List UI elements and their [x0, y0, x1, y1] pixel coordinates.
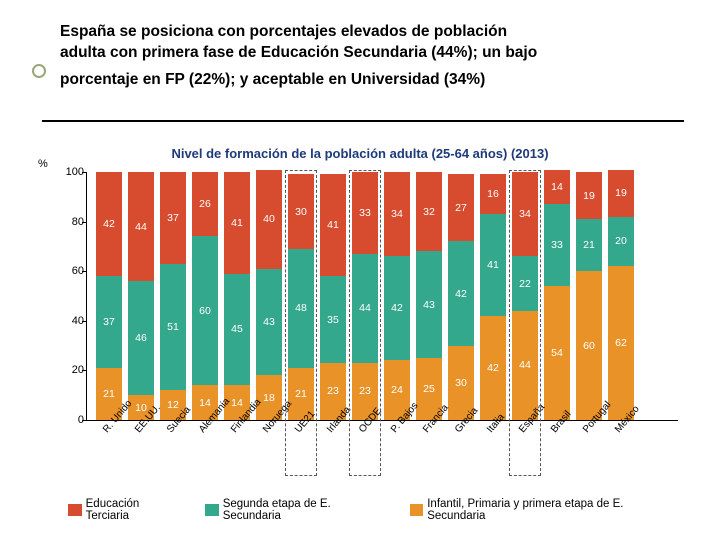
bar-seg-secundaria: 42: [384, 256, 410, 360]
y-tick-mark: [82, 321, 86, 322]
swatch-secundaria: [205, 504, 219, 516]
bar-column: 413523: [320, 174, 346, 420]
y-tick-label: 80: [60, 216, 84, 228]
bar-seg-secundaria: 21: [576, 219, 602, 271]
bar-seg-secundaria: 41: [480, 214, 506, 316]
bar-seg-secundaria: 48: [288, 249, 314, 368]
bar-seg-terciaria: 30: [288, 174, 314, 248]
bar-seg-terciaria: 41: [224, 172, 250, 274]
chart-title: Nivel de formación de la población adult…: [0, 146, 720, 161]
y-tick-mark: [82, 271, 86, 272]
y-tick-mark: [82, 172, 86, 173]
legend-terciaria: Educación Terciaria: [68, 498, 183, 522]
bar-seg-secundaria: 22: [512, 256, 538, 311]
legend-label-primaria: Infantil, Primaria y primera etapa de E.…: [427, 498, 678, 522]
bar-seg-primaria: 44: [512, 311, 538, 420]
title-line-2: adulta con primera fase de Educación Sec…: [60, 44, 537, 61]
bar-seg-secundaria: 60: [192, 236, 218, 385]
y-unit-label: %: [38, 158, 48, 170]
bar-column: 324325: [416, 172, 442, 420]
legend: Educación Terciaria Segunda etapa de E. …: [68, 498, 678, 522]
bar-seg-secundaria: 35: [320, 276, 346, 363]
legend-secundaria: Segunda etapa de E. Secundaria: [205, 498, 388, 522]
bar-seg-terciaria: 34: [512, 172, 538, 256]
bar-seg-terciaria: 27: [448, 174, 474, 241]
bar-column: 404318: [256, 170, 282, 420]
bar-seg-terciaria: 42: [96, 172, 122, 276]
bar-seg-secundaria: 43: [416, 251, 442, 358]
bar-column: 334423: [352, 172, 378, 420]
swatch-primaria: [410, 504, 424, 516]
bar-seg-terciaria: 14: [544, 170, 570, 205]
bar-seg-secundaria: 20: [608, 217, 634, 267]
bar-seg-secundaria: 43: [256, 269, 282, 376]
bar-seg-primaria: 60: [576, 271, 602, 420]
bar-seg-terciaria: 41: [320, 174, 346, 276]
bar-column: 414514: [224, 172, 250, 420]
bar-column: 164142: [480, 174, 506, 420]
bar-column: 192062: [608, 170, 634, 420]
stacked-bar-chart: 020406080100 423721444610375112266014414…: [58, 172, 678, 432]
bar-seg-secundaria: 51: [160, 264, 186, 390]
y-tick-label: 0: [60, 414, 84, 426]
y-tick-label: 20: [60, 364, 84, 376]
bar-seg-terciaria: 32: [416, 172, 442, 251]
bar-seg-terciaria: 16: [480, 174, 506, 214]
bar-seg-primaria: 54: [544, 286, 570, 420]
bar-seg-primaria: 62: [608, 266, 634, 420]
bar-seg-terciaria: 26: [192, 172, 218, 236]
y-axis: [86, 172, 87, 420]
legend-label-secundaria: Segunda etapa de E. Secundaria: [223, 498, 388, 522]
bar-column: 266014: [192, 172, 218, 420]
title-line-1: España se posiciona con porcentajes elev…: [60, 23, 507, 40]
bar-seg-secundaria: 37: [96, 276, 122, 368]
bar-column: 375112: [160, 172, 186, 420]
title-line-3: porcentaje en FP (22%); y aceptable en U…: [60, 70, 660, 91]
bullet-icon: [32, 64, 46, 78]
bar-seg-primaria: 42: [480, 316, 506, 420]
bar-seg-terciaria: 34: [384, 172, 410, 256]
swatch-terciaria: [68, 504, 82, 516]
y-tick-label: 60: [60, 265, 84, 277]
bar-column: 274230: [448, 174, 474, 420]
bar-seg-secundaria: 33: [544, 204, 570, 286]
y-tick-mark: [82, 222, 86, 223]
bar-column: 143354: [544, 170, 570, 420]
bar-column: 342244: [512, 172, 538, 420]
divider: [42, 120, 684, 122]
bar-column: 192160: [576, 172, 602, 420]
bar-column: 344224: [384, 172, 410, 420]
bar-seg-terciaria: 19: [576, 172, 602, 219]
y-tick-mark: [82, 370, 86, 371]
bar-column: 444610: [128, 172, 154, 420]
bars-container: 4237214446103751122660144145144043183048…: [88, 172, 678, 420]
bar-seg-terciaria: 33: [352, 172, 378, 254]
legend-primaria: Infantil, Primaria y primera etapa de E.…: [410, 498, 678, 522]
bar-column: 304821: [288, 174, 314, 420]
bar-seg-terciaria: 37: [160, 172, 186, 264]
bar-column: 423721: [96, 172, 122, 420]
bar-seg-terciaria: 44: [128, 172, 154, 281]
y-tick-mark: [82, 420, 86, 421]
bar-seg-secundaria: 46: [128, 281, 154, 395]
bar-seg-terciaria: 19: [608, 170, 634, 217]
bar-seg-secundaria: 42: [448, 241, 474, 345]
bar-seg-secundaria: 44: [352, 254, 378, 363]
bar-seg-secundaria: 45: [224, 274, 250, 386]
y-tick-label: 100: [60, 166, 84, 178]
bar-seg-terciaria: 40: [256, 170, 282, 269]
slide-title: España se posiciona con porcentajes elev…: [60, 22, 660, 91]
y-tick-label: 40: [60, 315, 84, 327]
legend-label-terciaria: Educación Terciaria: [86, 498, 183, 522]
